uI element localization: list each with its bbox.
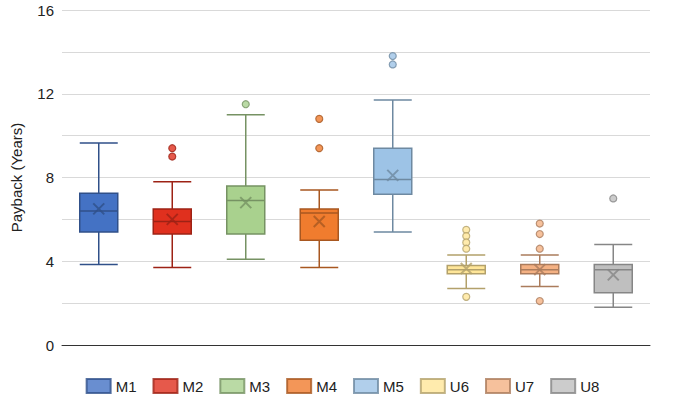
- svg-text:M1: M1: [116, 378, 137, 395]
- svg-text:M4: M4: [316, 378, 337, 395]
- svg-text:Payback (Years): Payback (Years): [8, 123, 25, 233]
- svg-text:8: 8: [46, 169, 54, 186]
- svg-text:U7: U7: [515, 378, 534, 395]
- svg-text:16: 16: [37, 2, 54, 19]
- svg-text:U6: U6: [450, 378, 469, 395]
- svg-text:U8: U8: [580, 378, 599, 395]
- svg-text:0: 0: [46, 337, 54, 354]
- svg-text:4: 4: [46, 253, 54, 270]
- svg-text:M2: M2: [182, 378, 203, 395]
- svg-text:12: 12: [37, 85, 54, 102]
- svg-text:M5: M5: [383, 378, 404, 395]
- svg-text:M3: M3: [249, 378, 270, 395]
